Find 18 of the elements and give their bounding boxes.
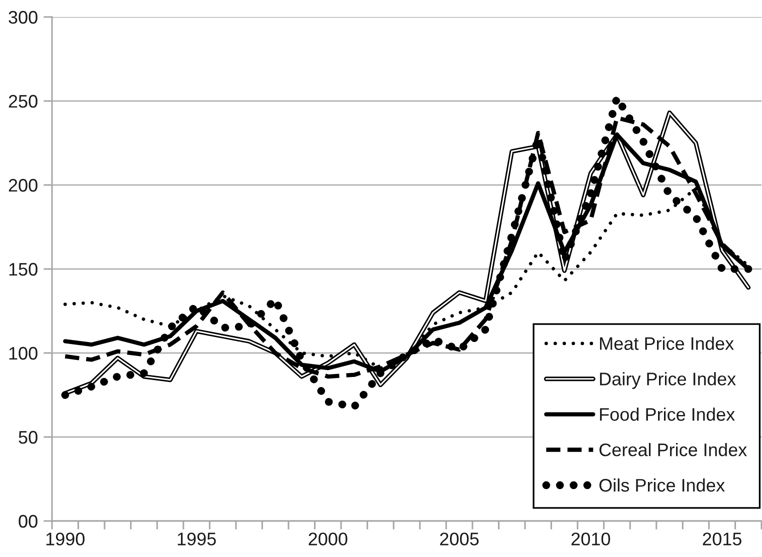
y-tick-label: 200 xyxy=(8,178,38,192)
legend-label: Dairy Price Index xyxy=(600,372,736,389)
y-tick-label: 00 xyxy=(18,514,38,528)
legend-label: Food Price Index xyxy=(600,408,735,421)
legend-label: Meat Price Index xyxy=(600,336,734,350)
x-tick-label: 2005 xyxy=(440,532,479,546)
y-tick-label: 250 xyxy=(8,94,38,108)
x-tick-label: 2015 xyxy=(702,532,742,546)
x-tick-label: 1990 xyxy=(46,532,85,546)
x-tick-label: 2000 xyxy=(308,532,348,546)
x-tick-label: 1995 xyxy=(178,532,216,546)
x-tick-label: 2010 xyxy=(572,532,610,546)
y-tick-label: 50 xyxy=(18,430,38,444)
legend-label: Cereal Price Index xyxy=(599,443,747,456)
y-tick-label: 300 xyxy=(8,10,38,24)
y-tick-label: 100 xyxy=(9,346,38,360)
legend-label: Oils Price Index xyxy=(599,478,725,492)
y-tick-label: 150 xyxy=(9,262,38,276)
